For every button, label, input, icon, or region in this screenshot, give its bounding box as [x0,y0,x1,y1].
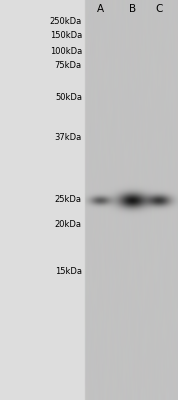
Text: 150kDa: 150kDa [50,32,82,40]
Text: 37kDa: 37kDa [55,134,82,142]
Text: 50kDa: 50kDa [55,94,82,102]
Text: 250kDa: 250kDa [50,18,82,26]
Text: 100kDa: 100kDa [50,48,82,56]
Text: 75kDa: 75kDa [55,61,82,70]
Text: A: A [97,4,104,14]
Text: C: C [156,4,163,14]
Text: 15kDa: 15kDa [55,268,82,276]
Text: 20kDa: 20kDa [55,220,82,228]
Text: 25kDa: 25kDa [55,196,82,204]
Text: B: B [129,4,136,14]
